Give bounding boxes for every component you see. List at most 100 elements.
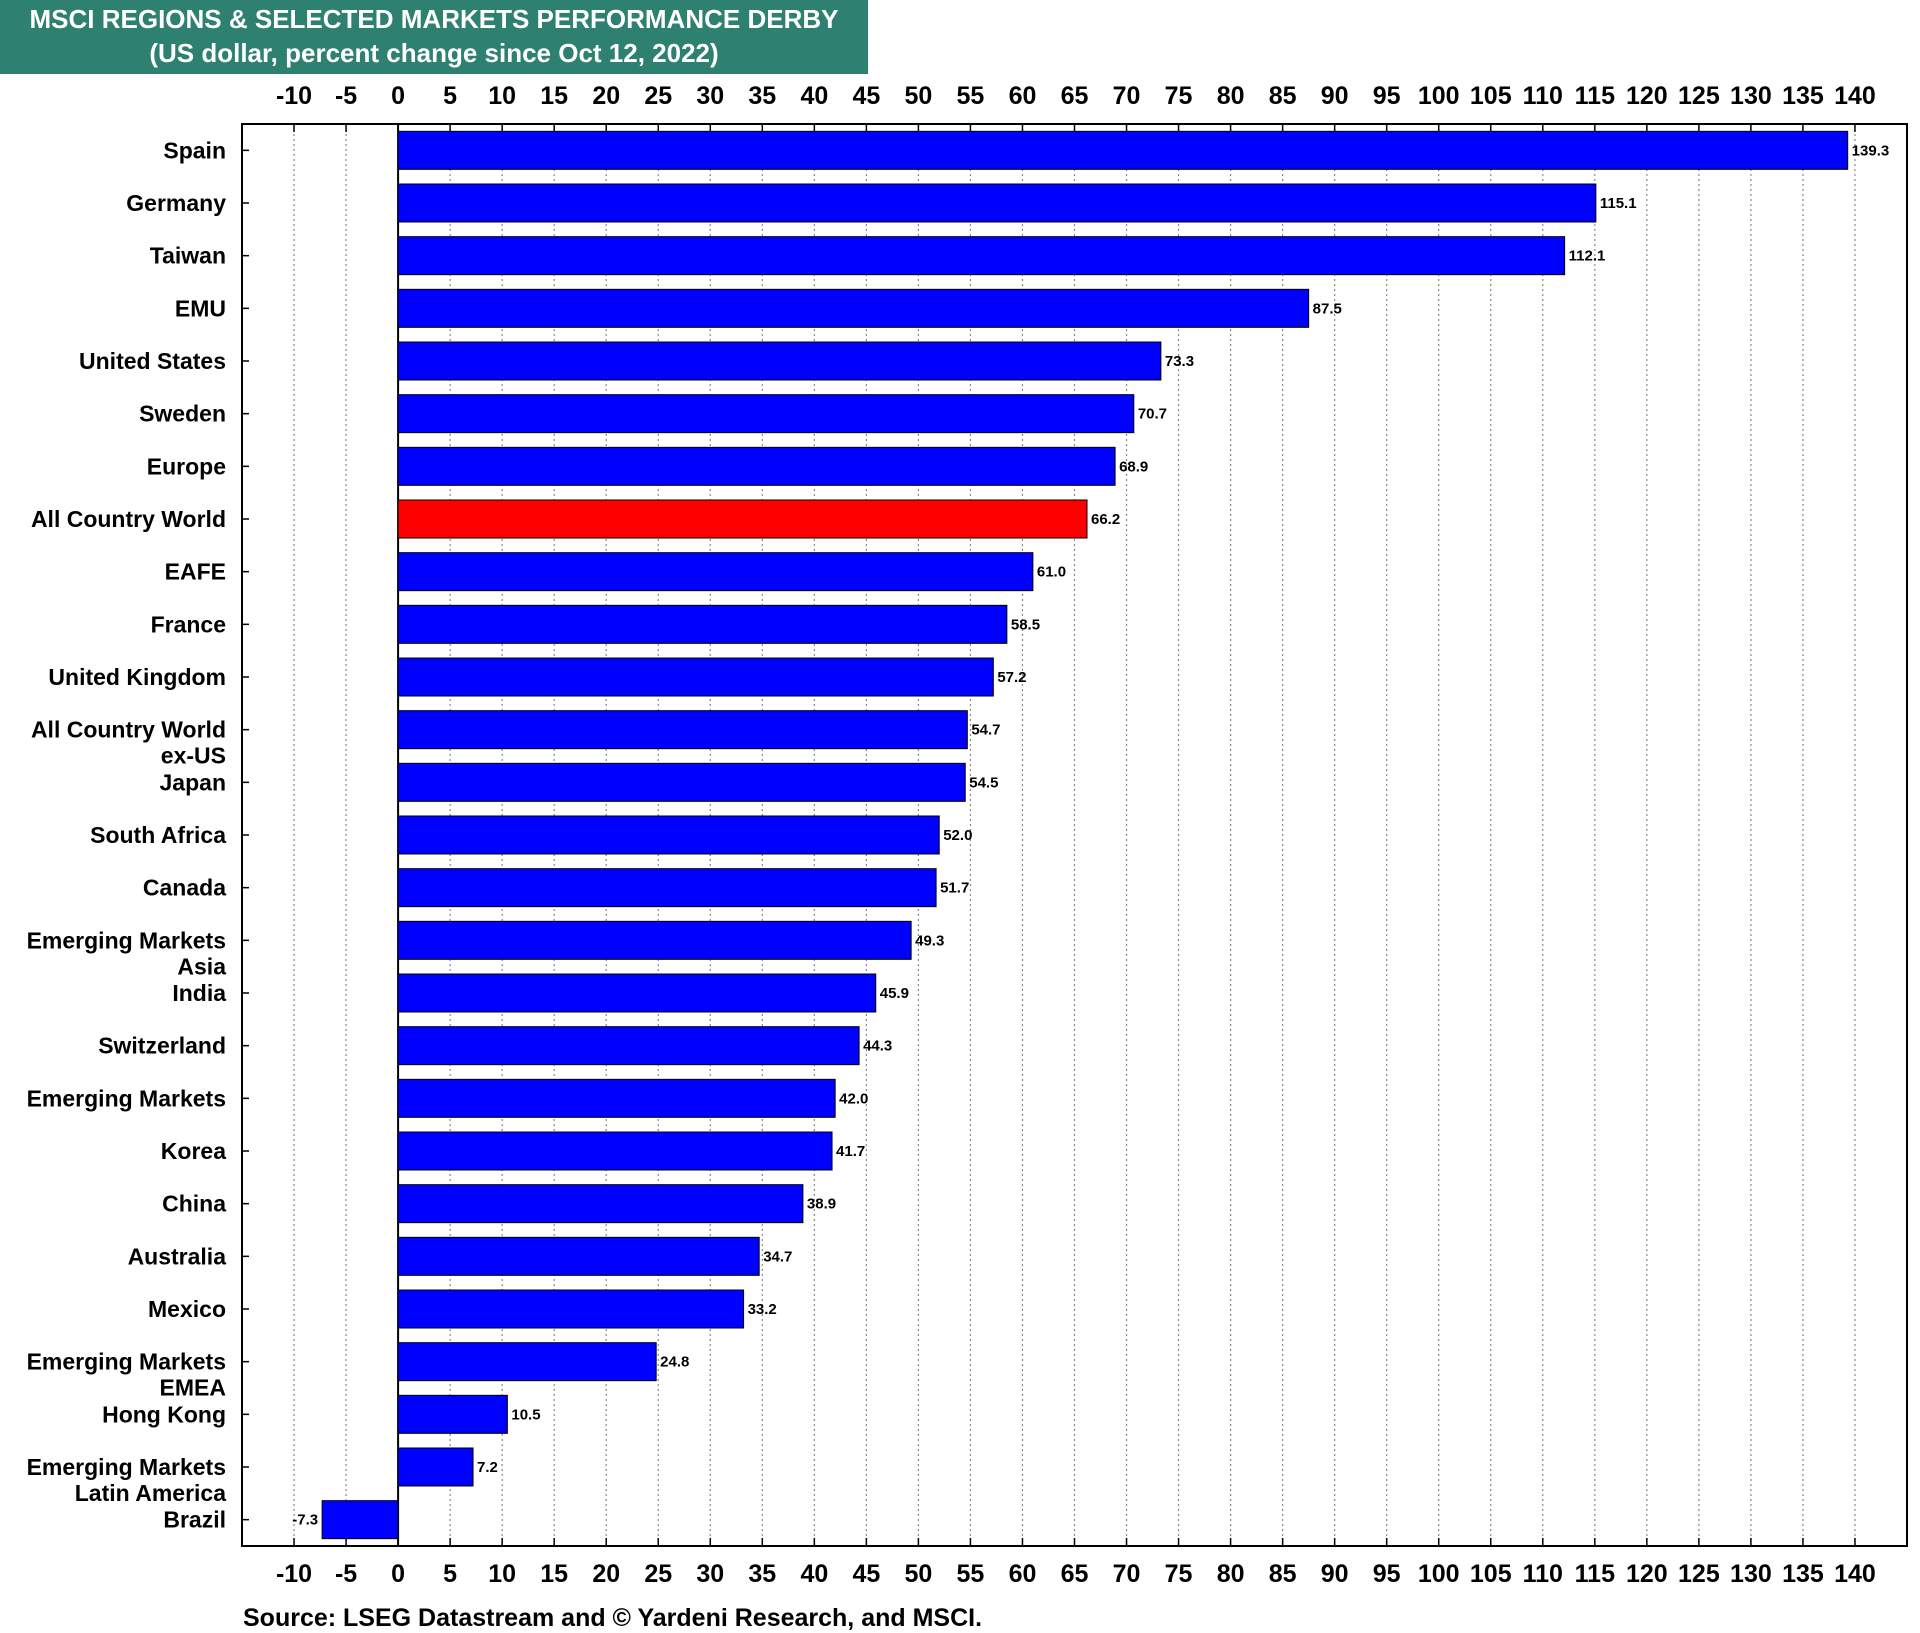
bar bbox=[397, 130, 1849, 170]
data-label: 54.5 bbox=[969, 774, 998, 791]
category-label: Emerging Markets bbox=[27, 1349, 226, 1375]
x-tick-label-top: 40 bbox=[800, 82, 828, 110]
bar bbox=[397, 236, 1566, 276]
data-label: 58.5 bbox=[1011, 616, 1040, 633]
bar bbox=[397, 868, 937, 908]
x-tick-label-top: 65 bbox=[1061, 82, 1089, 110]
labels-layer: Spain 139.3 Germany 115.1 Taiwan 112.1 EMU 87.5… bbox=[27, 137, 1890, 1532]
category-label: United States bbox=[79, 348, 226, 374]
x-tick-label-bottom: 130 bbox=[1730, 1560, 1772, 1588]
category-label: Canada bbox=[143, 875, 226, 901]
category-label: EMU bbox=[175, 295, 226, 321]
x-tick-label-bottom: 5 bbox=[443, 1560, 457, 1588]
x-tick-label-bottom: -10 bbox=[276, 1560, 312, 1588]
category-label: Japan bbox=[160, 769, 226, 795]
category-label: United Kingdom bbox=[48, 664, 226, 690]
data-label: 42.0 bbox=[839, 1090, 868, 1107]
data-label: 68.9 bbox=[1119, 458, 1148, 475]
x-tick-label-bottom: 15 bbox=[540, 1560, 568, 1588]
bar bbox=[397, 183, 1597, 223]
x-tick-label-bottom: 90 bbox=[1321, 1560, 1349, 1588]
category-label: India bbox=[172, 980, 226, 1006]
category-label: Mexico bbox=[148, 1296, 226, 1322]
x-tick-label-bottom: 125 bbox=[1678, 1560, 1720, 1588]
data-label: 34.7 bbox=[763, 1248, 792, 1265]
x-tick-label-bottom: 60 bbox=[1009, 1560, 1037, 1588]
x-tick-label-bottom: 50 bbox=[905, 1560, 933, 1588]
category-label: South Africa bbox=[90, 822, 226, 848]
bar bbox=[397, 499, 1088, 539]
x-tick-label-top: 130 bbox=[1730, 82, 1772, 110]
source-note: Source: LSEG Datastream and © Yardeni Re… bbox=[243, 1604, 983, 1632]
data-label: 87.5 bbox=[1313, 300, 1342, 317]
bar bbox=[397, 446, 1116, 486]
x-tick-label-bottom: 80 bbox=[1217, 1560, 1245, 1588]
x-tick-label-bottom: 0 bbox=[391, 1560, 405, 1588]
x-tick-label-top: 20 bbox=[592, 82, 620, 110]
data-label: 61.0 bbox=[1037, 564, 1066, 581]
bar bbox=[397, 1078, 836, 1118]
x-tick-label-top: 135 bbox=[1782, 82, 1824, 110]
bar bbox=[397, 1342, 657, 1382]
category-label: Brazil bbox=[163, 1507, 226, 1533]
x-tick-label-top: 0 bbox=[391, 82, 405, 110]
bar bbox=[397, 920, 912, 960]
bar bbox=[397, 604, 1008, 644]
bar bbox=[397, 394, 1135, 434]
x-tick-label-top: 60 bbox=[1009, 82, 1037, 110]
x-tick-label-bottom: 35 bbox=[748, 1560, 776, 1588]
x-tick-label-bottom: -5 bbox=[335, 1560, 357, 1588]
category-label: Australia bbox=[128, 1243, 227, 1269]
category-label: Asia bbox=[177, 953, 226, 979]
data-label: 33.2 bbox=[748, 1301, 777, 1318]
data-label: 139.3 bbox=[1852, 142, 1890, 159]
x-tick-label-top: 140 bbox=[1834, 82, 1876, 110]
data-label: 52.0 bbox=[943, 827, 972, 844]
bar bbox=[397, 762, 966, 802]
data-label: 45.9 bbox=[880, 985, 909, 1002]
x-tick-label-top: 110 bbox=[1523, 82, 1563, 110]
category-label: Europe bbox=[147, 453, 226, 479]
data-label: 44.3 bbox=[863, 1038, 892, 1055]
x-tick-label-top: 15 bbox=[540, 82, 568, 110]
x-tick-label-bottom: 65 bbox=[1061, 1560, 1089, 1588]
x-tick-label-bottom: 10 bbox=[488, 1560, 516, 1588]
x-tick-label-bottom: 70 bbox=[1113, 1560, 1141, 1588]
x-tick-label-top: 45 bbox=[852, 82, 880, 110]
x-tick-label-top: 100 bbox=[1418, 82, 1460, 110]
category-label: Hong Kong bbox=[102, 1401, 226, 1427]
bar bbox=[397, 815, 940, 855]
x-tick-label-top: 115 bbox=[1575, 82, 1615, 110]
x-tick-label-top: 30 bbox=[696, 82, 724, 110]
chart-subtitle: (US dollar, percent change since Oct 12,… bbox=[149, 38, 719, 68]
x-tick-label-bottom: 140 bbox=[1834, 1560, 1876, 1588]
category-label: Germany bbox=[126, 190, 226, 216]
x-tick-label-top: 80 bbox=[1217, 82, 1245, 110]
x-tick-label-bottom: 25 bbox=[644, 1560, 672, 1588]
category-label: Emerging Markets bbox=[27, 1454, 226, 1480]
x-tick-label-top: 90 bbox=[1321, 82, 1349, 110]
x-tick-label-top: 120 bbox=[1626, 82, 1668, 110]
data-label: 10.5 bbox=[511, 1406, 540, 1423]
x-tick-label-bottom: 40 bbox=[800, 1560, 828, 1588]
x-tick-label-bottom: 75 bbox=[1165, 1560, 1193, 1588]
x-tick-label-bottom: 30 bbox=[696, 1560, 724, 1588]
bar bbox=[397, 552, 1034, 592]
data-label: 7.2 bbox=[477, 1459, 498, 1476]
bar bbox=[397, 1026, 860, 1066]
x-tick-label-bottom: 45 bbox=[852, 1560, 880, 1588]
bar bbox=[397, 1394, 508, 1434]
category-label: China bbox=[162, 1191, 226, 1217]
x-tick-label-top: 75 bbox=[1165, 82, 1193, 110]
category-label: All Country World bbox=[31, 506, 226, 532]
bars-layer bbox=[321, 130, 1849, 1540]
x-tick-label-top: 35 bbox=[748, 82, 776, 110]
x-tick-label-bottom: 110 bbox=[1523, 1560, 1563, 1588]
data-label: 70.7 bbox=[1138, 406, 1167, 423]
x-tick-label-top: 95 bbox=[1373, 82, 1401, 110]
category-label: France bbox=[151, 611, 226, 637]
category-label: Spain bbox=[163, 137, 226, 163]
x-tick-label-bottom: 55 bbox=[957, 1560, 985, 1588]
x-tick-label-top: 85 bbox=[1269, 82, 1297, 110]
